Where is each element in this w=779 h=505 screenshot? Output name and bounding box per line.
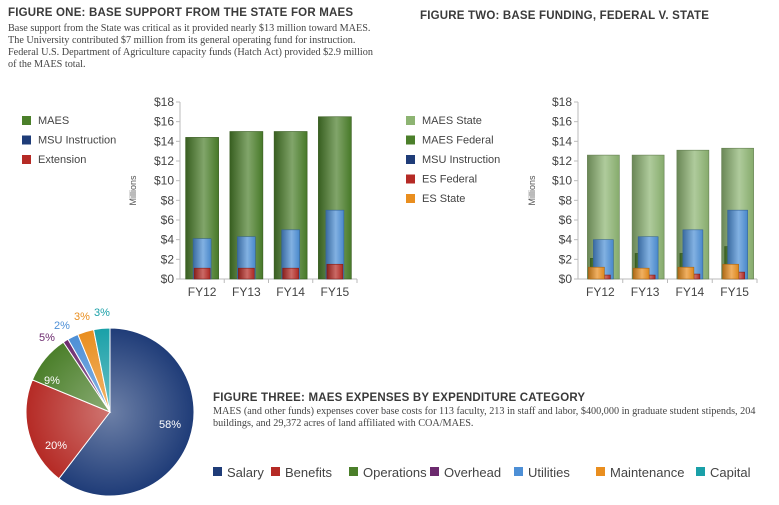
y-tick-label: $10 — [552, 174, 572, 188]
y-tick-label: $6 — [559, 213, 573, 227]
legend-swatch — [271, 467, 280, 476]
legend-label: Salary — [227, 465, 264, 480]
legend-label: ES Federal — [422, 174, 477, 186]
y-tick-label: $0 — [559, 272, 573, 286]
legend-label: Benefits — [285, 465, 332, 480]
x-tick-label: FY15 — [321, 285, 350, 299]
legend-swatch — [22, 135, 31, 145]
bar-es-state — [677, 266, 695, 280]
y-axis-label: Millions — [527, 175, 537, 206]
pie-percent-label: 58% — [159, 419, 181, 431]
legend-label: MSU Instruction — [422, 154, 500, 166]
legend-swatch — [406, 194, 415, 203]
x-tick-label: FY15 — [720, 285, 749, 299]
legend-label: Overhead — [444, 465, 501, 480]
pie-percent-label: 5% — [39, 332, 55, 344]
y-tick-label: $4 — [559, 233, 573, 247]
figure-one-description: Base support from the State was critical… — [8, 23, 373, 70]
legend-swatch — [213, 467, 222, 476]
x-tick-label: FY14 — [676, 285, 705, 299]
figure-three-title: FIGURE THREE: MAES EXPENSES BY EXPENDITU… — [213, 392, 586, 404]
y-tick-label: $18 — [154, 95, 174, 109]
legend-swatch — [430, 467, 439, 476]
y-tick-label: $12 — [154, 154, 174, 168]
legend-label: Maintenance — [610, 465, 684, 480]
y-tick-label: $12 — [552, 154, 572, 168]
y-tick-label: $16 — [552, 115, 572, 129]
bar-extension — [193, 267, 211, 280]
bar-extension — [238, 267, 255, 280]
x-tick-label: FY14 — [276, 285, 305, 299]
y-tick-label: $2 — [559, 252, 573, 266]
y-axis-label: Millions — [128, 175, 138, 206]
legend-swatch — [349, 467, 358, 476]
legend-label: MAES State — [422, 115, 482, 127]
bar-extension — [282, 267, 299, 280]
x-tick-label: FY13 — [631, 285, 660, 299]
x-tick-label: FY12 — [188, 285, 217, 299]
legend-label: MAES Federal — [422, 135, 494, 147]
legend-label: MAES — [38, 115, 69, 127]
bar-es-state — [632, 267, 650, 280]
y-tick-label: $4 — [161, 233, 175, 247]
pie-slice-capital — [93, 327, 111, 413]
y-tick-label: $14 — [154, 134, 174, 148]
legend-label: Extension — [38, 154, 86, 166]
legend-label: Utilities — [528, 465, 570, 480]
legend-swatch — [406, 116, 415, 125]
pie-percent-label: 2% — [54, 320, 70, 332]
legend-swatch — [596, 467, 605, 476]
figure-two-title: FIGURE TWO: BASE FUNDING, FEDERAL V. STA… — [420, 10, 710, 22]
legend-swatch — [22, 155, 31, 164]
bar-es-state — [588, 266, 605, 280]
legend-label: Operations — [363, 465, 427, 480]
legend-swatch — [22, 116, 31, 125]
y-tick-label: $16 — [154, 115, 174, 129]
figure-three-description: MAES (and other funds) expenses cover ba… — [213, 406, 756, 429]
legend-swatch — [406, 135, 415, 145]
y-tick-label: $6 — [161, 213, 175, 227]
pie-slice-benefits — [25, 379, 111, 480]
legend-swatch — [406, 174, 415, 184]
legend-swatch — [406, 155, 415, 164]
y-tick-label: $8 — [161, 193, 175, 207]
pie-percent-label: 3% — [94, 307, 110, 319]
legend-label: MSU Instruction — [38, 135, 116, 147]
y-tick-label: $18 — [552, 95, 572, 109]
y-tick-label: $10 — [154, 174, 174, 188]
legend-label: ES State — [422, 193, 465, 205]
pie-percent-label: 20% — [45, 440, 67, 452]
figure-one-title: FIGURE ONE: BASE SUPPORT FROM THE STATE … — [8, 7, 354, 19]
legend-label: Capital — [710, 465, 751, 480]
legend-swatch — [696, 467, 705, 476]
bar-es-state — [722, 263, 739, 280]
pie-percent-label: 9% — [44, 375, 60, 387]
legend-swatch — [514, 467, 523, 476]
bar-extension — [326, 263, 344, 280]
x-tick-label: FY12 — [586, 285, 615, 299]
y-tick-label: $8 — [559, 193, 573, 207]
y-tick-label: $0 — [161, 272, 175, 286]
pie-percent-label: 3% — [74, 311, 90, 323]
y-tick-label: $2 — [161, 252, 175, 266]
y-tick-label: $14 — [552, 134, 572, 148]
x-tick-label: FY13 — [232, 285, 261, 299]
pie-slice-salary — [58, 327, 195, 497]
